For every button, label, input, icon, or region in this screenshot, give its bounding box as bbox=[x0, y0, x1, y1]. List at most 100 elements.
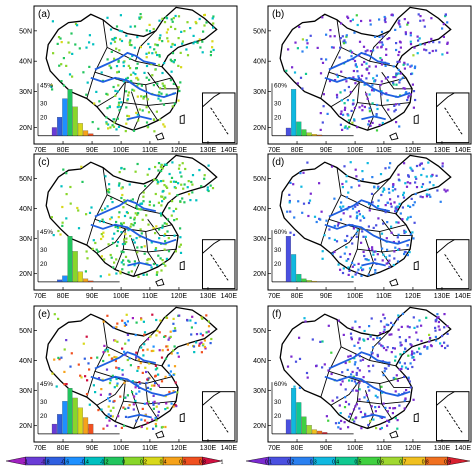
river bbox=[90, 375, 177, 397]
station-dot bbox=[357, 268, 360, 271]
station-dot bbox=[311, 338, 314, 341]
station-dot bbox=[204, 347, 207, 350]
nine-dash-line bbox=[446, 409, 449, 413]
station-dot bbox=[412, 398, 415, 401]
lat-tick-label: 30N bbox=[19, 388, 32, 395]
station-dot bbox=[121, 193, 124, 197]
station-dot bbox=[344, 41, 347, 44]
colorbar-label: -0.6 bbox=[61, 460, 70, 466]
station-dot bbox=[373, 250, 376, 253]
station-dot bbox=[74, 43, 77, 46]
station-dot bbox=[304, 72, 308, 75]
lat-tick-label: 30N bbox=[253, 388, 266, 395]
station-dot bbox=[170, 18, 173, 21]
station-dot bbox=[374, 410, 377, 413]
station-dot bbox=[177, 37, 180, 40]
nine-dash-line bbox=[221, 423, 224, 426]
lon-tick-label: 90E bbox=[320, 147, 333, 154]
station-dots bbox=[285, 13, 449, 132]
station-dot bbox=[129, 235, 132, 238]
nine-dash-line bbox=[460, 131, 463, 135]
station-dot bbox=[399, 341, 402, 344]
station-dot bbox=[349, 161, 352, 164]
station-dot bbox=[53, 358, 56, 361]
station-dot bbox=[339, 123, 342, 126]
station-dot bbox=[340, 99, 343, 102]
station-dot bbox=[304, 320, 307, 323]
station-dot bbox=[122, 251, 125, 254]
station-dot bbox=[392, 407, 395, 410]
station-dot bbox=[190, 180, 193, 184]
station-dot bbox=[407, 21, 410, 24]
station-dot bbox=[296, 47, 299, 50]
station-dot bbox=[411, 352, 414, 356]
province-boundary bbox=[328, 370, 407, 384]
station-dot bbox=[150, 63, 153, 66]
station-dot bbox=[379, 320, 383, 323]
station-dot bbox=[138, 108, 141, 111]
station-dot bbox=[78, 47, 81, 50]
station-dot bbox=[378, 41, 381, 44]
station-dot bbox=[361, 109, 364, 112]
province-boundary bbox=[328, 218, 407, 232]
station-dot bbox=[417, 39, 420, 42]
station-dot bbox=[124, 342, 127, 345]
station-dot bbox=[376, 46, 379, 49]
station-dot bbox=[116, 117, 119, 120]
station-dot bbox=[154, 68, 157, 71]
station-dot bbox=[148, 30, 152, 33]
lat-tick-label: 30N bbox=[253, 236, 266, 243]
station-dot bbox=[123, 324, 126, 327]
lat-tick-label: 30N bbox=[253, 89, 266, 96]
station-dot bbox=[129, 216, 132, 219]
station-dot bbox=[170, 70, 173, 73]
station-dot bbox=[198, 38, 201, 41]
station-dot bbox=[336, 224, 339, 227]
station-dot bbox=[306, 161, 309, 164]
station-dot bbox=[301, 211, 304, 214]
station-dot bbox=[298, 336, 301, 339]
hist-bar bbox=[285, 127, 291, 136]
station-dot bbox=[382, 402, 385, 405]
station-dot bbox=[380, 58, 383, 61]
station-dot bbox=[407, 354, 410, 357]
station-dot bbox=[404, 338, 407, 342]
river bbox=[328, 199, 390, 218]
station-dot bbox=[397, 393, 400, 396]
station-dot bbox=[123, 199, 126, 202]
station-dot bbox=[303, 317, 306, 320]
station-dot bbox=[408, 326, 411, 329]
province-boundary bbox=[357, 248, 411, 253]
station-dot bbox=[199, 332, 202, 335]
station-dot bbox=[107, 397, 110, 400]
station-dot bbox=[343, 108, 346, 111]
station-dot bbox=[157, 410, 160, 413]
river bbox=[361, 413, 386, 419]
station-dot bbox=[398, 361, 401, 364]
station-dot bbox=[365, 68, 368, 71]
station-dot bbox=[359, 359, 362, 362]
station-dot bbox=[108, 382, 112, 385]
station-dot bbox=[339, 112, 342, 115]
station-dot bbox=[403, 407, 406, 410]
station-dot bbox=[70, 32, 73, 35]
station-dot bbox=[165, 222, 168, 225]
station-dot bbox=[102, 359, 105, 363]
station-dot bbox=[88, 403, 91, 406]
station-dot bbox=[359, 410, 362, 414]
station-dot bbox=[92, 43, 95, 46]
station-dot bbox=[393, 250, 396, 253]
station-dot bbox=[381, 35, 384, 38]
station-dot bbox=[386, 248, 389, 251]
station-dot bbox=[350, 55, 353, 58]
station-dot bbox=[108, 354, 111, 357]
lon-tick-label: 70E bbox=[34, 147, 47, 154]
station-dot bbox=[143, 333, 146, 336]
station-dot bbox=[404, 340, 407, 343]
station-dot bbox=[328, 237, 331, 240]
station-dot bbox=[122, 424, 126, 427]
station-dot bbox=[395, 221, 398, 224]
station-dot bbox=[355, 389, 358, 392]
